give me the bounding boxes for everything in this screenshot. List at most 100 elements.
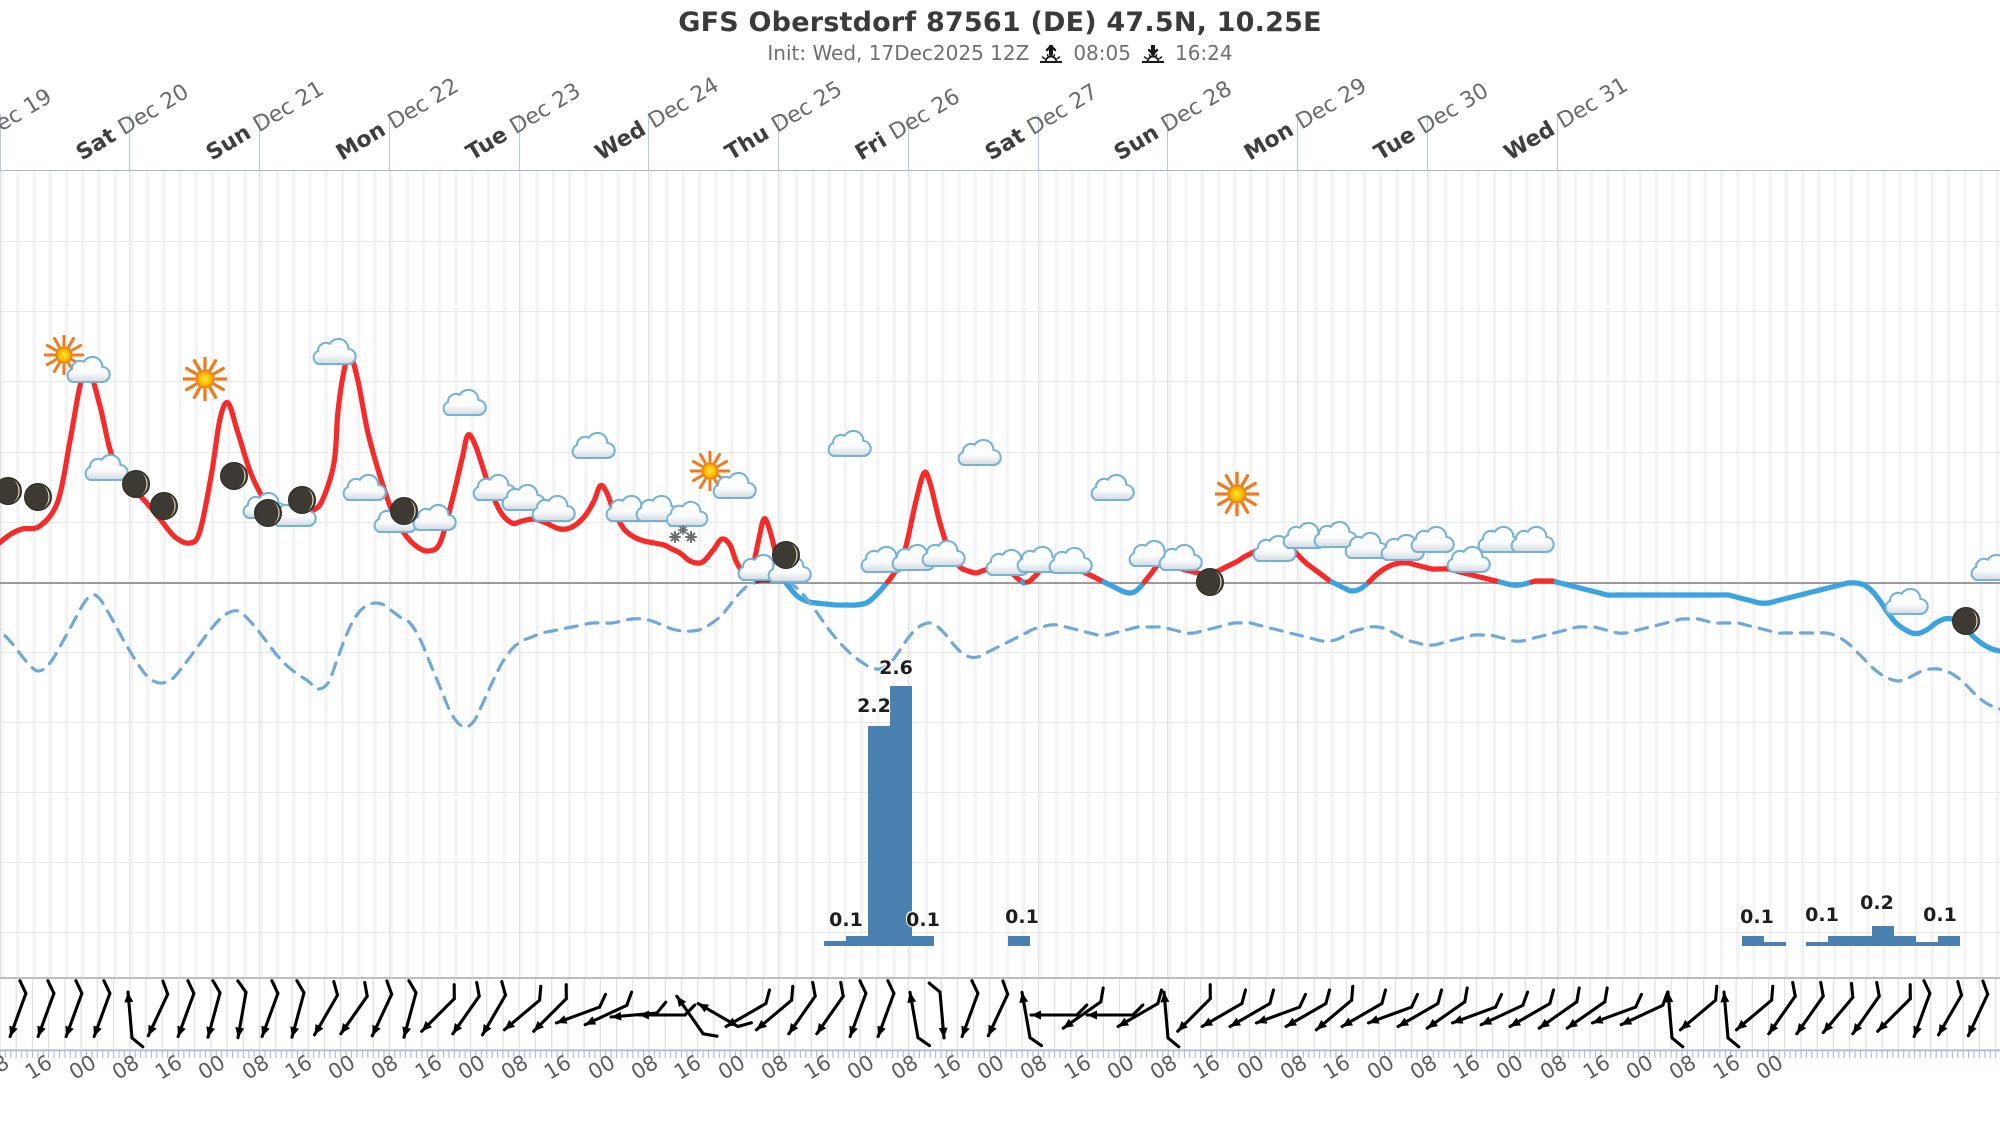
cloud-icon [78,452,130,490]
day-date: Dec 21 [249,76,329,138]
cloud-icon [306,336,358,374]
day-date: Dec 20 [114,79,194,141]
precip-value-label: 0.1 [829,909,863,931]
day-tick [778,114,779,170]
sun-icon [1214,471,1260,520]
precip-bar [1894,936,1916,946]
gridline [0,652,2000,653]
cloud-icon [1878,586,1930,624]
cloud-icon [525,493,577,531]
day-name: Mon [1240,113,1305,166]
day-separator [908,171,909,977]
precip-bar [846,936,868,946]
day-tick [259,114,260,170]
cloud-icon [1404,524,1456,562]
day-tick [129,114,130,170]
cloud-icon [336,472,388,510]
precip-value-label: 0.1 [1005,906,1039,928]
gridline [0,932,2000,933]
moon-phase-icon [0,476,23,510]
cloud-icon [915,538,967,576]
gridline [0,722,2000,723]
chart-header: GFS Oberstdorf 87561 (DE) 47.5N, 10.25E … [0,0,2000,65]
day-label-wed-dec-24: Wed Dec 24 [591,73,723,166]
cloud-icon [436,387,488,425]
day-label-wed-dec-31: Wed Dec 31 [1500,73,1632,166]
cloud-icon [821,428,873,466]
cloud-icon [1084,472,1136,510]
zero-degree-line [0,582,2000,584]
snow-cloud-icon [658,499,718,553]
precip-bar [1806,942,1828,946]
day-separator [259,171,260,977]
day-label-sat-dec-27: Sat Dec 27 [981,79,1102,166]
day-date: Dec 31 [1553,72,1633,135]
cloud-icon [1964,552,2000,590]
sun-icon [182,356,228,405]
wind-arrow-row [0,978,2000,1050]
cloud-icon [951,437,1003,475]
precip-bar [1938,936,1960,946]
day-date: Dec 28 [1157,76,1237,138]
precip-value-label: 0.1 [1923,904,1957,926]
day-tick [519,114,520,170]
precip-bar [890,686,912,946]
day-tick [1297,114,1298,170]
day-separator [519,171,520,977]
day-tick [1167,114,1168,170]
precip-bar [912,936,934,946]
moon-phase-icon [121,469,151,503]
day-date: Dec 30 [1413,78,1494,140]
day-date: Dec 19 [0,84,57,146]
moon-phase-icon [23,482,53,516]
day-separator [389,171,390,977]
day-tick [908,114,909,170]
day-separator [1557,171,1558,977]
day-tick [648,114,649,170]
day-name: Mon [332,113,397,166]
cloud-icon [60,354,112,392]
gridline [0,522,2000,523]
cloud-icon [1152,542,1204,580]
precip-bar [1872,926,1894,946]
cloud-icon [1042,545,1094,583]
day-date: Dec 26 [885,84,965,146]
precip-bar [1764,942,1786,946]
day-label-sat-dec-20: Sat Dec 20 [72,79,193,166]
gridline [0,311,2000,312]
precip-value-label: 0.1 [906,909,940,931]
day-separator [648,171,649,977]
day-label-thu-dec-25: Thu Dec 25 [721,77,847,166]
precip-value-label: 0.1 [1805,904,1839,926]
day-separator [1297,171,1298,977]
series-overlay [0,352,2000,729]
precip-bar [1828,936,1850,946]
gridline [0,381,2000,382]
day-tick [0,114,1,170]
sun-icon [689,450,731,495]
hour-axis: 08 16 00 08 16 00 08 16 00 08 16 00 08 16 00 08 16 00 08 16… [0,1050,2000,1125]
day-tick [1427,114,1428,170]
cloud-icon [565,430,617,468]
cloud-icon [1440,544,1492,582]
day-label-tue-dec-30: Tue Dec 30 [1370,78,1493,166]
meteogram-plot: 0.1 2.2 2.6 0.1 0.1 0.1 0.1 0.2 0.1 [0,170,2000,978]
precip-value-label: 0.2 [1860,892,1894,914]
gridline [0,862,2000,863]
moon-phase-icon [287,485,317,519]
precip-bar [1850,936,1872,946]
precip-value-label: 2.6 [879,657,913,679]
hour-stripes [0,171,2000,977]
day-date: Dec 23 [505,78,586,140]
day-label-tue-dec-23: Tue Dec 23 [462,78,585,166]
gridline [0,241,2000,242]
precip-value-label: 0.1 [1740,906,1774,928]
day-tick [1557,114,1558,170]
day-date: Dec 27 [1023,79,1103,141]
precip-bar [1916,942,1938,946]
day-separator [0,171,1,977]
day-date: Dec 29 [1291,73,1372,135]
day-date: Dec 22 [383,73,464,135]
day-tick [389,114,390,170]
